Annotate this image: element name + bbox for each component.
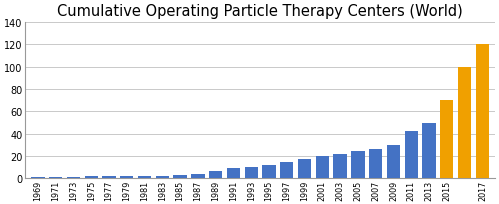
Bar	[156, 176, 169, 178]
Bar	[458, 67, 471, 178]
Bar	[227, 168, 240, 178]
Bar	[333, 154, 347, 178]
Bar	[422, 124, 436, 178]
Bar	[280, 163, 293, 178]
Bar	[31, 177, 44, 178]
Bar	[351, 152, 365, 178]
Title: Cumulative Operating Particle Therapy Centers (World): Cumulative Operating Particle Therapy Ce…	[57, 4, 463, 19]
Bar	[440, 101, 454, 178]
Bar	[102, 176, 116, 178]
Bar	[120, 176, 133, 178]
Bar	[49, 177, 62, 178]
Bar	[84, 176, 98, 178]
Bar	[369, 149, 382, 178]
Bar	[67, 177, 80, 178]
Bar	[209, 172, 223, 178]
Bar	[245, 167, 258, 178]
Bar	[191, 174, 205, 178]
Bar	[262, 165, 275, 178]
Bar	[476, 45, 489, 178]
Bar	[316, 156, 329, 178]
Bar	[387, 145, 400, 178]
Bar	[138, 176, 151, 178]
Bar	[405, 132, 418, 178]
Bar	[298, 159, 311, 178]
Bar	[174, 175, 187, 178]
